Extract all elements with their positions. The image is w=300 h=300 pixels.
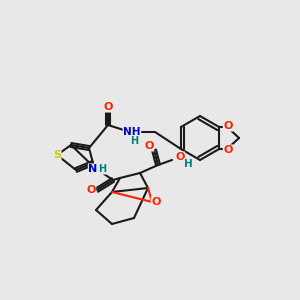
Text: O: O: [103, 102, 113, 112]
Text: NH: NH: [123, 127, 141, 137]
Text: O: O: [144, 141, 154, 151]
Text: O: O: [86, 185, 96, 195]
Text: O: O: [224, 145, 233, 155]
Text: O: O: [175, 152, 185, 162]
Text: O: O: [151, 197, 161, 207]
Text: H: H: [98, 164, 106, 174]
Text: H: H: [130, 136, 138, 146]
Text: S: S: [53, 150, 61, 160]
Text: H: H: [184, 159, 192, 169]
Text: N: N: [88, 164, 98, 174]
Text: O: O: [224, 121, 233, 131]
